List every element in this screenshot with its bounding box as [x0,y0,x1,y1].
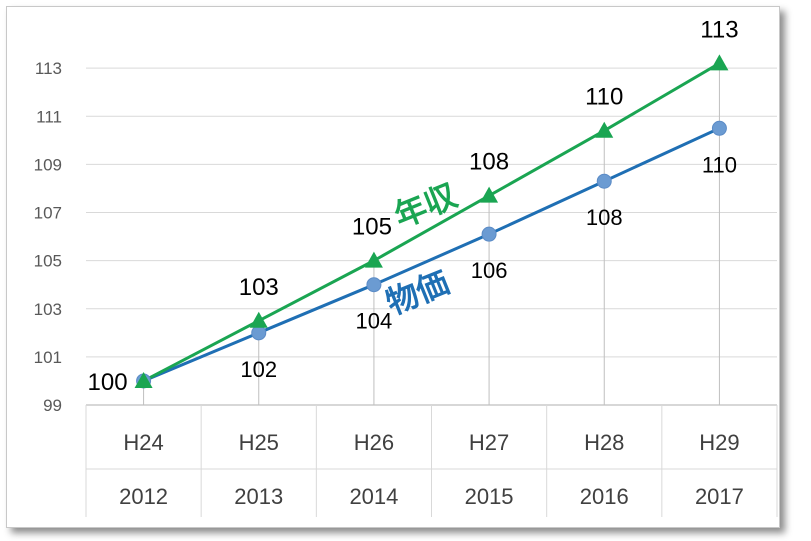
data-label-top: 103 [239,274,279,301]
series-name-label-1: 物価 [381,263,455,322]
data-point-circle [366,277,382,293]
y-tick-label: 113 [35,59,62,78]
y-tick-label: 105 [34,252,62,271]
data-point-circle [596,173,612,189]
data-point-triangle [595,121,614,138]
series-line-1 [143,126,721,383]
y-tick-label: 107 [34,204,62,223]
series-name-label-0: 年収 [389,176,463,235]
data-label-top: 100 [88,369,128,396]
data-label-top: 105 [352,214,392,241]
x-era-label: H26 [354,430,394,455]
x-year-label: 2014 [349,484,398,509]
data-label-bottom: 110 [702,152,737,177]
data-point-triangle [364,251,383,268]
x-axis: H24 H25 H26 H27 H28 H29 2012 2013 2014 2015 2016 20… [85,404,778,517]
data-point-circle [251,325,267,341]
x-year-label: 2015 [465,484,514,509]
gridlines [86,67,777,406]
data-point-triangle [134,371,153,388]
x-year-label: 2012 [119,484,168,509]
x-year-label: 2016 [580,484,629,509]
data-point-circle [711,120,727,136]
y-tick-label: 109 [34,155,62,174]
y-tick-label: 101 [34,348,62,367]
data-point-circle [481,226,497,242]
x-era-label: H25 [239,430,279,455]
x-era-label: H29 [699,430,739,455]
y-tick-label: 103 [34,300,62,319]
series-group [134,54,729,389]
data-point-triangle [710,54,729,71]
data-point-triangle [480,186,499,203]
data-label-top: 108 [469,149,509,176]
x-era-label: H24 [123,430,163,455]
data-label-bottom: 106 [471,258,508,283]
x-year-label: 2013 [234,484,283,509]
x-year-label: 2017 [695,484,744,509]
data-label-top: 113 [700,16,738,43]
chart-frame [6,6,780,528]
y-tick-label: 111 [36,107,62,126]
data-label-bottom: 108 [586,205,623,230]
series-line-0 [142,62,721,383]
data-label-top: 110 [585,84,623,111]
data-point-triangle [249,311,268,328]
x-era-label: H28 [584,430,624,455]
y-axis: 99 101 103 105 107 109 111 113 [34,59,62,415]
data-label-bottom: 102 [240,357,277,382]
x-era-label: H27 [469,430,509,455]
data-label-bottom: 104 [356,309,393,334]
y-tick-label: 99 [43,396,62,415]
